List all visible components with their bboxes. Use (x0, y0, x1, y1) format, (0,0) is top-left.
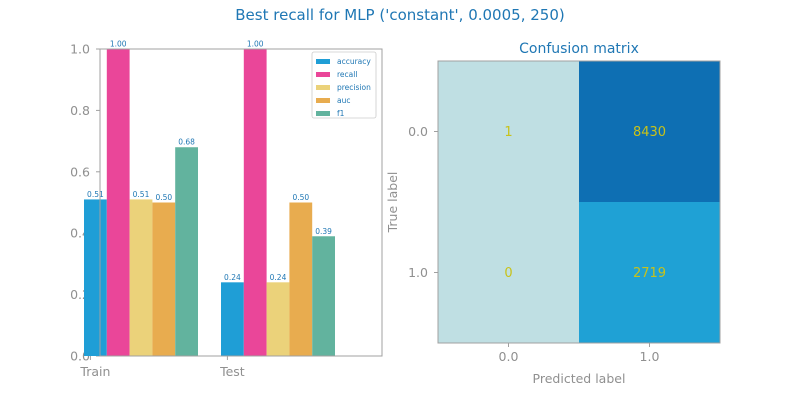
y-tick-label: 1.0 (408, 265, 428, 280)
x-tick-label: Train (79, 364, 110, 379)
bar-value-label: 1.00 (247, 40, 264, 49)
confusion-cell-value: 8430 (633, 125, 666, 140)
bar-f1 (175, 147, 198, 356)
legend-label: accuracy (337, 57, 371, 66)
x-tick-label: 1.0 (640, 349, 660, 364)
bar-value-label: 0.24 (270, 273, 287, 282)
bar-f1 (312, 236, 335, 356)
metrics-bar-chart: 0.00.20.40.60.81.0 Train Test 0.510.241.0… (70, 40, 383, 379)
confusion-cell (579, 61, 720, 202)
bar-value-label: 0.50 (155, 193, 172, 202)
bar-chart-legend: accuracy recall precision auc f1 (311, 51, 377, 119)
legend-swatch (316, 111, 330, 116)
bar-recall (106, 49, 130, 356)
confusion-matrix-y-label: True label (385, 172, 400, 234)
confusion-cell (438, 61, 579, 202)
legend-label: recall (337, 70, 357, 79)
bar-value-label: 0.50 (292, 193, 309, 202)
bar-chart-bars (84, 49, 335, 356)
bar-precision (266, 282, 290, 356)
bar-chart-value-labels: 0.51 0.24 1.00 1.00 0.51 0.24 0.50 0.50 0.68 0.39 (87, 40, 332, 282)
bar-recall (243, 49, 267, 356)
confusion-matrix-title: Confusion matrix (519, 41, 639, 57)
confusion-cell (438, 202, 579, 343)
confusion-cell-value: 2719 (633, 266, 666, 281)
bar-precision (129, 199, 153, 356)
legend-swatch (316, 72, 330, 77)
confusion-cell-value: 1 (504, 125, 512, 140)
bar-accuracy (84, 199, 107, 356)
legend-swatch (316, 98, 330, 103)
y-tick-label: 0.8 (70, 103, 90, 118)
bar-value-label: 1.00 (110, 40, 127, 49)
bar-chart-frame (99, 48, 383, 357)
bar-chart-x-ticks: Train Test (79, 356, 245, 379)
legend-swatch (316, 59, 330, 64)
legend-swatch (316, 85, 330, 90)
bar-value-label: 0.68 (178, 138, 195, 147)
confusion-matrix-frame (437, 60, 721, 344)
x-tick-label: 0.0 (499, 349, 519, 364)
legend-label: f1 (337, 109, 345, 118)
bar-accuracy (221, 282, 244, 356)
confusion-cell-value: 0 (504, 266, 512, 281)
bar-auc (289, 202, 313, 356)
bar-value-label: 0.24 (224, 273, 241, 282)
bar-value-label: 0.51 (87, 190, 104, 199)
confusion-matrix-x-label: Predicted label (533, 371, 626, 386)
y-tick-label: 0.0 (408, 124, 428, 139)
legend-label: auc (337, 96, 350, 105)
confusion-matrix-cells: 1 8430 0 2719 (437, 60, 721, 344)
bar-value-label: 0.51 (133, 190, 150, 199)
x-tick-label: Test (219, 364, 245, 379)
bar-value-label: 0.39 (315, 227, 332, 236)
legend-label: precision (337, 83, 371, 92)
confusion-matrix-ticks: 0.0 1.0 0.0 1.0 (408, 124, 659, 364)
confusion-cell (579, 202, 720, 343)
figure-title: Best recall for MLP ('constant', 0.0005,… (235, 6, 564, 24)
y-tick-label: 0.6 (70, 164, 90, 179)
y-tick-label: 1.0 (70, 42, 90, 57)
bar-auc (152, 202, 176, 356)
confusion-matrix: Confusion matrix 1 8430 0 2719 0.0 1.0 0.0 1.0… (385, 41, 721, 386)
